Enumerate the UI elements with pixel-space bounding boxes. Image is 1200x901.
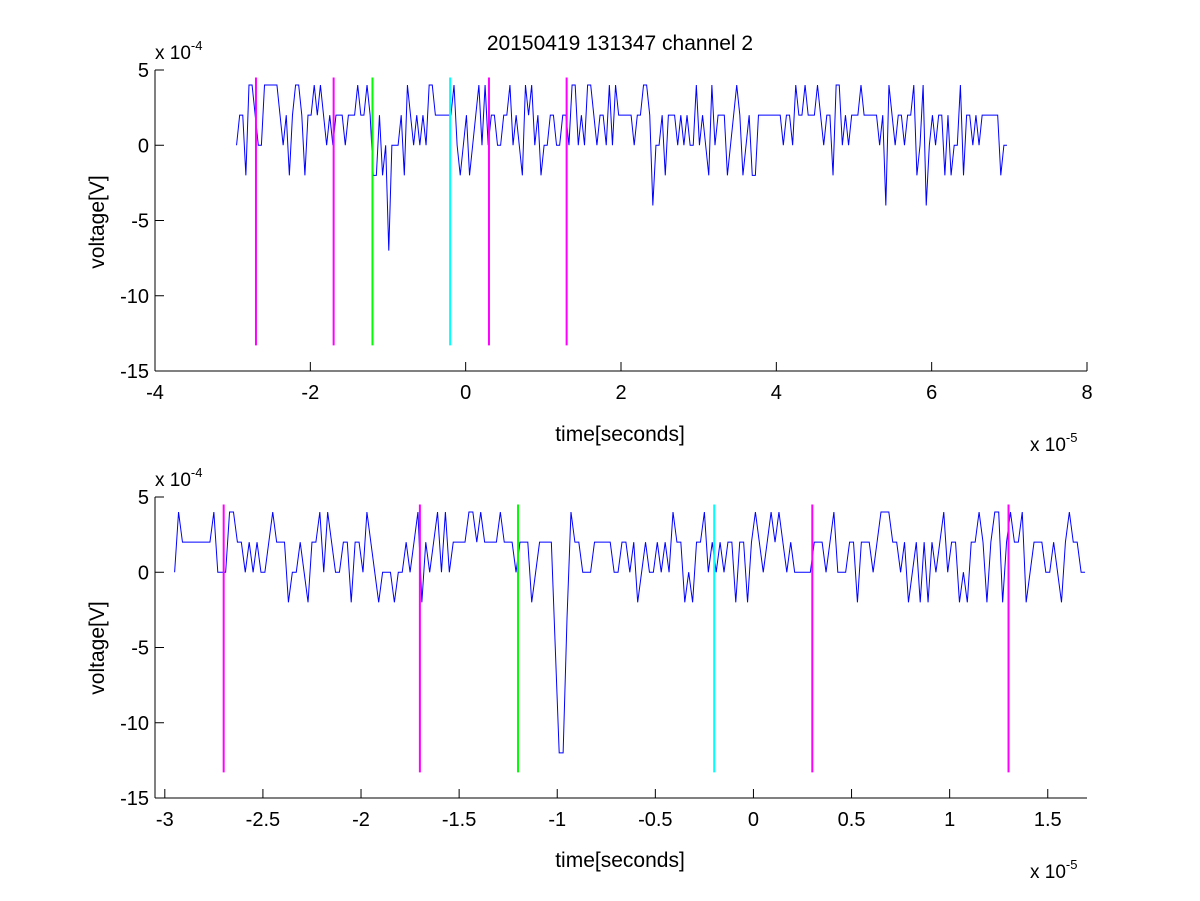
x-tick-label: 0 [460,382,471,404]
x-tick-label: -2.5 [246,809,280,831]
y-tick-label: 5 [138,60,149,82]
x-tick-label: -3 [156,809,174,831]
plot-area [236,77,1007,346]
x-axis-label: time[seconds] [555,423,685,446]
x-tick-label: 8 [1081,382,1092,404]
x-tick-label: -2 [301,382,319,404]
y-tick-label: -5 [131,638,149,660]
x-axis-multiplier: x 10-5 [1030,430,1077,456]
y-tick-label: -15 [120,788,149,810]
x-tick-label: 6 [926,382,937,404]
y-tick-label: -5 [131,211,149,233]
y-axis-label: voltage[V] [86,175,109,268]
y-axis-label: voltage[V] [86,601,109,694]
bottom-panel: x 10-4 -3 -2.5 -2 -1.5 -1 -0.5 0 0.5 1 1.5 5 0 -5 -10… [86,465,1087,883]
y-axis-multiplier: x 10-4 [155,465,202,491]
signal-trace [236,84,1007,251]
x-tick-label: -1.5 [442,809,476,831]
x-tick-label: -2 [352,809,370,831]
x-tick-label: 2 [615,382,626,404]
top-panel: 20150419 131347 channel 2 x 10-4 -4 -2 0 2 4… [86,32,1093,456]
x-tick-label: -0.5 [638,809,672,831]
x-tick-label: 4 [771,382,782,404]
x-tick-label: 1 [944,809,955,831]
axes: -3 -2.5 -2 -1.5 -1 -0.5 0 0.5 1 1.5 5 0 -5 -10 -15 [120,487,1087,831]
y-tick-label: 5 [138,487,149,509]
x-axis-multiplier: x 10-5 [1030,857,1077,883]
y-tick-label: 0 [138,562,149,584]
y-tick-label: -10 [120,286,149,308]
y-axis-multiplier: x 10-4 [155,38,202,64]
x-tick-label: 0 [748,809,759,831]
signal-trace [174,511,1086,754]
y-tick-label: 0 [138,135,149,157]
x-tick-label: 0.5 [838,809,866,831]
plot-area [174,504,1086,773]
y-tick-label: -15 [120,361,149,383]
x-tick-label: 1.5 [1034,809,1062,831]
axes: -4 -2 0 2 4 6 8 5 0 -5 -10 -15 [120,60,1092,404]
x-tick-label: -1 [548,809,566,831]
chart-title: 20150419 131347 channel 2 [487,32,753,55]
x-tick-label: -4 [146,382,164,404]
y-tick-label: -10 [120,713,149,735]
x-axis-label: time[seconds] [555,849,685,872]
